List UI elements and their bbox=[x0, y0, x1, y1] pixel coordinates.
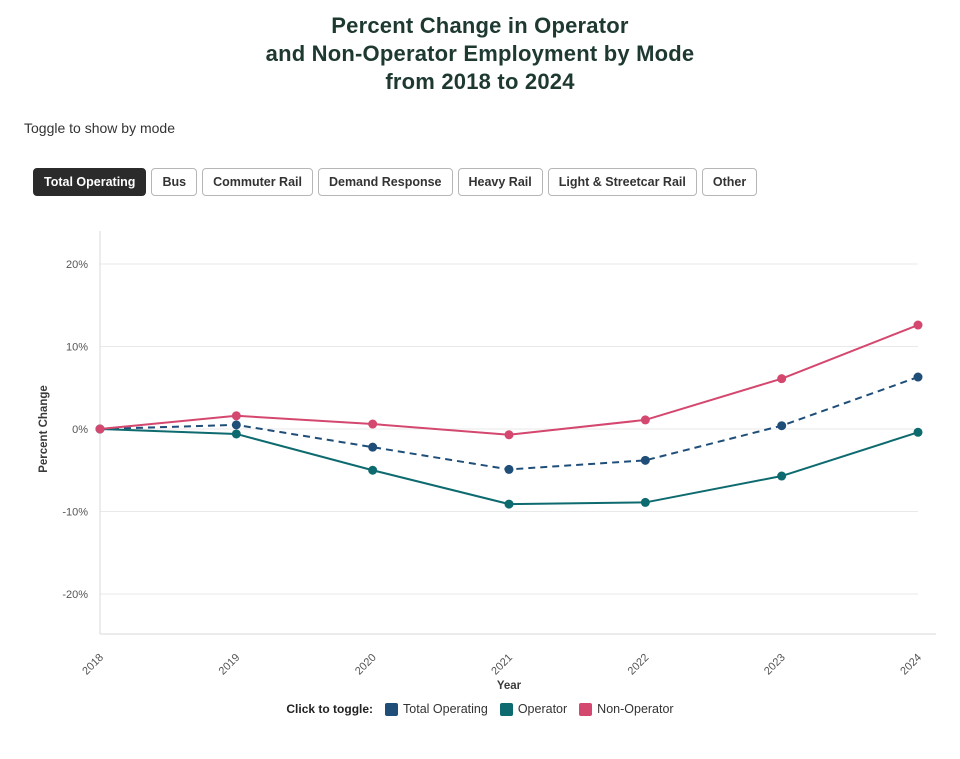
data-point bbox=[913, 320, 923, 330]
series-line-non-operator bbox=[99, 324, 919, 436]
x-tick-label: 2018 bbox=[80, 652, 106, 678]
y-tick-labels: 20% 10% 0% -10% -20% bbox=[62, 259, 88, 601]
mode-button-light-streetcar-rail[interactable]: Light & Streetcar Rail bbox=[547, 168, 697, 196]
axis-titles: Year Percent Change bbox=[38, 385, 522, 692]
data-point bbox=[368, 419, 378, 429]
series-line-total-operating bbox=[99, 376, 919, 471]
legend-swatch-icon bbox=[579, 702, 593, 716]
mode-button-heavy-rail[interactable]: Heavy Rail bbox=[457, 168, 543, 196]
legend-item-non-operator[interactable]: Non-Operator bbox=[579, 702, 674, 716]
mode-button-commuter-rail[interactable]: Commuter Rail bbox=[202, 168, 313, 196]
mode-button-demand-response[interactable]: Demand Response bbox=[317, 168, 453, 196]
legend-label: Operator bbox=[517, 702, 568, 716]
data-point bbox=[368, 442, 378, 452]
y-tick-label: 10% bbox=[66, 342, 88, 354]
chart-title-line-2: and Non-Operator Employment by Mode bbox=[265, 41, 695, 66]
legend-swatch-icon bbox=[499, 702, 513, 716]
series-lines bbox=[95, 320, 923, 509]
data-point bbox=[368, 465, 378, 475]
data-point bbox=[231, 429, 241, 439]
chart-legend: Click to toggle: Total Operating Operator… bbox=[0, 702, 960, 716]
y-tick-label: 0% bbox=[72, 424, 88, 436]
x-tick-label: 2023 bbox=[762, 652, 788, 678]
legend-item-operator[interactable]: Operator bbox=[499, 702, 568, 716]
legend-swatch-icon bbox=[385, 702, 399, 716]
data-point bbox=[777, 421, 787, 431]
data-point bbox=[231, 420, 241, 430]
y-axis-title: Percent Change bbox=[38, 385, 50, 473]
legend-prefix: Click to toggle: bbox=[286, 702, 374, 716]
gridlines bbox=[100, 263, 918, 595]
chart-title-line-1: Percent Change in Operator bbox=[331, 13, 629, 38]
legend-item-total-operating[interactable]: Total Operating bbox=[385, 702, 488, 716]
page-root: Percent Change in Operator and Non-Opera… bbox=[0, 12, 960, 759]
data-point bbox=[913, 427, 923, 437]
data-point bbox=[504, 464, 514, 474]
x-tick-label: 2024 bbox=[898, 652, 924, 678]
mode-button-bus[interactable]: Bus bbox=[151, 168, 198, 196]
x-tick-label: 2022 bbox=[626, 652, 652, 678]
data-point bbox=[913, 372, 923, 382]
data-point bbox=[231, 411, 241, 421]
data-point bbox=[777, 374, 787, 384]
chart-area: 20% 10% 0% -10% -20% 2018 2019 2020 2021 2022 202… bbox=[0, 226, 960, 698]
legend-label: Non-Operator bbox=[597, 702, 674, 716]
y-tick-label: -10% bbox=[62, 507, 88, 519]
data-point bbox=[504, 499, 514, 509]
mode-button-other[interactable]: Other bbox=[701, 168, 758, 196]
chart-title: Percent Change in Operator and Non-Opera… bbox=[0, 12, 960, 96]
y-tick-label: 20% bbox=[66, 259, 88, 271]
x-tick-label: 2021 bbox=[489, 652, 515, 678]
toggle-hint: Toggle to show by mode bbox=[24, 120, 175, 136]
chart-svg: 20% 10% 0% -10% -20% 2018 2019 2020 2021 2022 202… bbox=[38, 231, 936, 692]
x-tick-label: 2020 bbox=[353, 652, 379, 678]
data-point bbox=[504, 430, 514, 440]
chart-title-line-3: from 2018 to 2024 bbox=[385, 69, 575, 94]
x-tick-label: 2019 bbox=[217, 652, 243, 678]
mode-button-total-operating[interactable]: Total Operating bbox=[33, 168, 147, 196]
data-point bbox=[777, 471, 787, 481]
data-point bbox=[640, 455, 650, 465]
axes bbox=[99, 231, 936, 635]
x-axis-title: Year bbox=[497, 680, 522, 692]
y-tick-label: -20% bbox=[62, 589, 88, 601]
data-point bbox=[95, 424, 105, 434]
mode-button-group: Total Operating Bus Commuter Rail Demand Re… bbox=[33, 168, 960, 196]
data-point bbox=[640, 497, 650, 507]
x-tick-labels: 2018 2019 2020 2021 2022 2023 2024 bbox=[80, 652, 924, 678]
data-point bbox=[640, 415, 650, 425]
legend-label: Total Operating bbox=[403, 702, 488, 716]
